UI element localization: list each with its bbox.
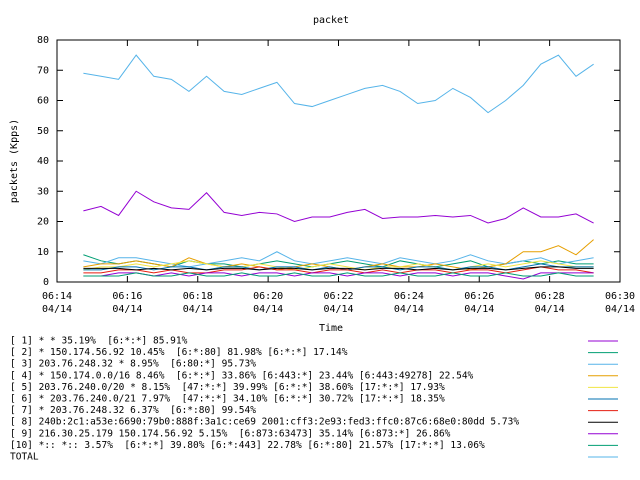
series-line	[83, 190, 594, 224]
legend-label: [ 5] 203.76.240.0/20 * 8.15% [47:*:*] 39…	[10, 382, 445, 393]
y-axis-label: packets (Kpps)	[9, 119, 20, 203]
legend-label: [ 9] 216.30.25.179 150.174.56.92 5.15% […	[10, 428, 451, 439]
y-tick-label: 70	[37, 65, 49, 76]
x-tick-date: 04/14	[464, 304, 494, 315]
x-tick-label: 06:18	[183, 291, 213, 302]
y-tick-label: 20	[37, 217, 49, 228]
series-line	[83, 266, 594, 274]
legend-label: [ 4] * 150.174.0.0/16 8.46% [6:*:*] 33.8…	[10, 370, 474, 381]
x-tick-date: 04/14	[394, 304, 424, 315]
x-tick-label: 06:28	[535, 291, 565, 302]
legend-label: [10] *:: *:: 3.57% [6:*:*] 39.80% [6:*:4…	[10, 440, 485, 451]
y-tick-label: 60	[37, 96, 49, 107]
x-axis-label: Time	[319, 323, 343, 334]
y-tick-label: 30	[37, 186, 49, 197]
x-tick-date: 04/14	[42, 304, 72, 315]
legend-label: [ 8] 240b:2c1:a53e:6690:79b0:888f:3a1c:c…	[10, 417, 519, 428]
x-tick-label: 06:24	[394, 291, 424, 302]
y-tick-label: 0	[43, 277, 49, 288]
x-tick-date: 04/14	[323, 304, 353, 315]
x-tick-date: 04/14	[605, 304, 635, 315]
chart-title: packet	[313, 15, 349, 26]
x-tick-date: 04/14	[183, 304, 213, 315]
legend-label: [ 2] * 150.174.56.92 10.45% [6:*:80] 81.…	[10, 347, 348, 358]
legend-label: TOTAL	[10, 452, 39, 463]
x-tick-date: 04/14	[535, 304, 565, 315]
legend-label: [ 7] * 203.76.248.32 6.37% [6:*:80] 99.5…	[10, 405, 256, 416]
legend-label: [ 1] * * 35.19% [6:*:*] 85.91%	[10, 336, 188, 347]
legend-label: [ 3] 203.76.248.32 * 8.95% [6:80:*] 95.7…	[10, 359, 256, 370]
y-tick-label: 50	[37, 126, 49, 137]
x-tick-label: 06:16	[112, 291, 142, 302]
series-line	[83, 266, 594, 271]
y-tick-label: 80	[37, 35, 49, 46]
y-tick-label: 10	[37, 247, 49, 258]
y-tick-label: 40	[37, 156, 49, 167]
x-tick-label: 06:22	[323, 291, 353, 302]
series-line	[83, 260, 594, 271]
series-line	[83, 54, 594, 114]
x-tick-label: 06:14	[42, 291, 72, 302]
x-tick-label: 06:26	[464, 291, 494, 302]
x-tick-label: 06:20	[253, 291, 283, 302]
x-tick-date: 04/14	[112, 304, 142, 315]
series-line	[83, 251, 594, 268]
x-tick-date: 04/14	[253, 304, 283, 315]
legend-label: [ 6] * 203.76.240.0/21 7.97% [47:*:*] 34…	[10, 394, 445, 405]
x-tick-label: 06:30	[605, 291, 635, 302]
series-line	[83, 272, 594, 277]
